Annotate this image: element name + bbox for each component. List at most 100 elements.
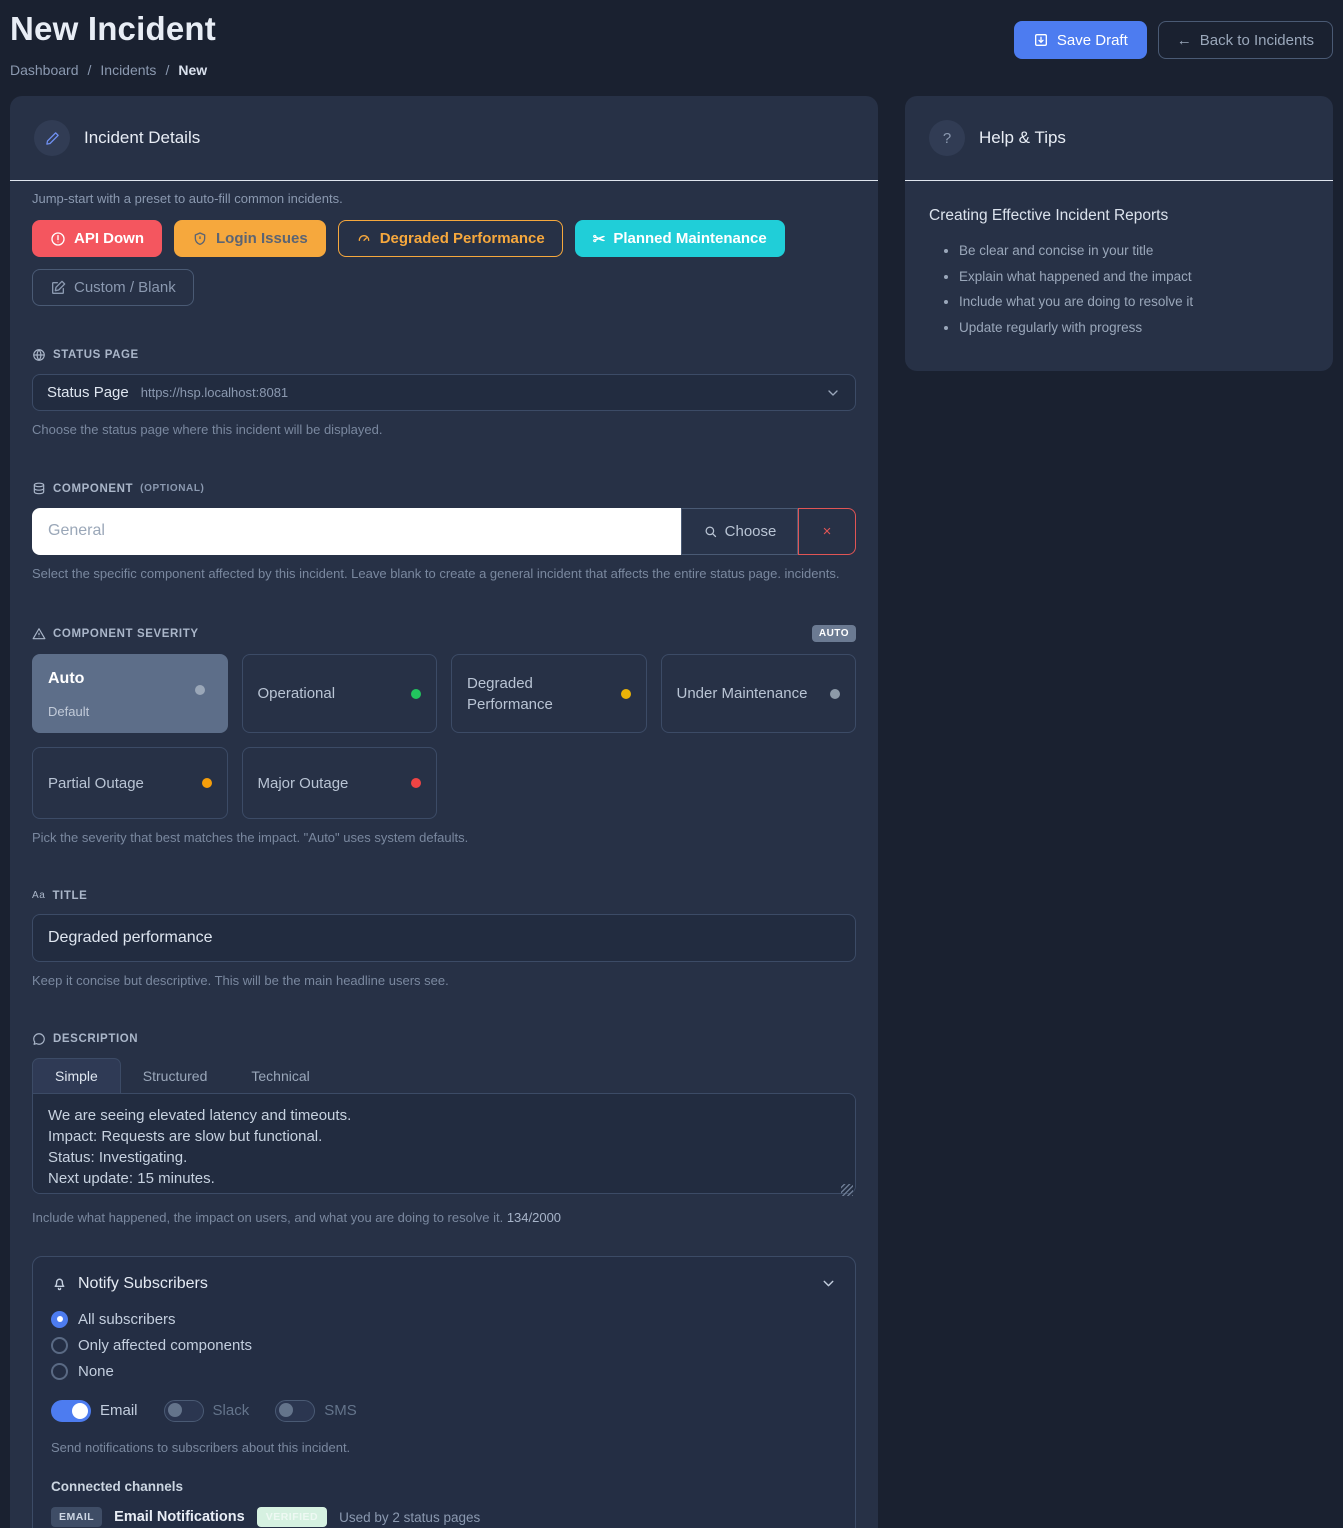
char-counter: 134/2000	[506, 1210, 562, 1226]
severity-dot	[201, 778, 212, 789]
help-tip: Be clear and concise in your title	[959, 241, 1309, 261]
preset-custom-blank[interactable]: Custom / Blank	[32, 269, 194, 306]
component-label: COMPONENT (OPTIONAL)	[32, 482, 856, 496]
description-textarea[interactable]: We are seeing elevated latency and timeo…	[32, 1093, 856, 1195]
notify-subscribers-header[interactable]: Notify Subscribers	[51, 1275, 837, 1293]
arrow-left-icon: ←	[1176, 31, 1192, 49]
radio-icon	[51, 1336, 68, 1354]
question-icon: ?	[929, 120, 965, 156]
search-icon	[703, 524, 718, 539]
description-tabs: Simple Structured Technical	[32, 1058, 856, 1094]
breadcrumb-current: New	[178, 62, 208, 78]
preset-api-down[interactable]: API Down	[32, 220, 162, 257]
help-tip: Update regularly with progress	[959, 318, 1309, 338]
radio-all-subscribers[interactable]: All subscribers	[51, 1310, 837, 1328]
header-actions: Save Draft ← Back to Incidents	[1013, 21, 1333, 59]
notify-channel-toggles: Email Slack SMS	[51, 1399, 837, 1422]
toggle-on-icon	[51, 1399, 91, 1422]
title-section: Aa TITLE Keep it concise but descriptive…	[32, 890, 856, 991]
help-tips-card: ? Help & Tips Creating Effective Inciden…	[905, 96, 1333, 372]
toggle-off-icon	[163, 1399, 204, 1422]
severity-option-under-maintenance[interactable]: Under Maintenance	[660, 654, 856, 734]
title-label: Aa TITLE	[32, 889, 88, 902]
component-input[interactable]	[32, 507, 681, 555]
card-title: Incident Details	[84, 128, 201, 147]
severity-dot	[411, 778, 421, 789]
notify-subscribers-panel: Notify Subscribers All subscribers Only …	[32, 1255, 856, 1528]
status-page-section: STATUS PAGE Status Page https://hsp.loca…	[32, 348, 856, 440]
text-style-icon: Aa	[32, 890, 46, 902]
page-header: New Incident Dashboard / Incidents / New…	[10, 10, 1333, 96]
tab-structured[interactable]: Structured	[121, 1058, 230, 1093]
preset-buttons: API Down Login Issues Degraded Performan…	[32, 220, 856, 306]
help-tip: Explain what happened and the impact	[959, 267, 1309, 287]
description-helper: Include what happened, the impact on use…	[32, 1210, 562, 1226]
status-page-select[interactable]: Status Page https://hsp.localhost:8081	[32, 374, 856, 411]
title-input[interactable]	[32, 913, 856, 962]
bell-icon	[51, 1275, 68, 1292]
incident-details-header: Incident Details	[10, 96, 878, 181]
tab-simple[interactable]: Simple	[32, 1058, 121, 1094]
incident-details-card: Incident Details Jump-start with a prese…	[10, 96, 878, 1528]
component-severity-section: COMPONENT SEVERITY AUTO Auto Default Ope…	[32, 625, 856, 848]
preset-planned-maintenance[interactable]: ✂ Planned Maintenance	[574, 220, 785, 257]
severity-dot	[411, 688, 421, 699]
save-draft-button[interactable]: Save Draft	[1013, 21, 1147, 59]
notify-audience-radios: All subscribers Only affected components…	[51, 1310, 837, 1380]
severity-option-partial-outage[interactable]: Partial Outage	[32, 747, 228, 820]
toggle-off-icon	[275, 1399, 316, 1422]
severity-dot	[830, 688, 840, 699]
breadcrumb-dashboard[interactable]: Dashboard	[10, 62, 79, 78]
breadcrumb-incidents[interactable]: Incidents	[100, 62, 157, 78]
alert-circle-icon	[50, 231, 66, 247]
warning-triangle-icon	[32, 627, 46, 641]
close-icon: ×	[822, 522, 832, 540]
channel-usage: Used by 2 status pages	[339, 1509, 481, 1525]
database-icon	[32, 482, 46, 496]
breadcrumb-separator: /	[87, 62, 92, 78]
toggle-email[interactable]: Email	[51, 1399, 138, 1422]
description-section: DESCRIPTION Simple Structured Technical …	[32, 1032, 856, 1228]
component-choose-button[interactable]: Choose	[681, 507, 798, 555]
severity-label: COMPONENT SEVERITY	[32, 627, 199, 641]
status-page-helper: Choose the status page where this incide…	[32, 422, 383, 437]
channel-type-badge: EMAIL	[51, 1507, 103, 1528]
radio-only-affected-components[interactable]: Only affected components	[51, 1336, 837, 1354]
preset-login-issues[interactable]: Login Issues	[174, 220, 326, 257]
notify-helper: Send notifications to subscribers about …	[51, 1439, 351, 1455]
chevron-down-icon	[820, 1275, 837, 1292]
help-body: Creating Effective Incident Reports Be c…	[905, 181, 1333, 371]
back-to-incidents-button[interactable]: ← Back to Incidents	[1157, 21, 1333, 59]
page-header-left: New Incident Dashboard / Incidents / New	[10, 10, 216, 78]
status-page-url: https://hsp.localhost:8081	[140, 385, 289, 400]
severity-dot	[620, 688, 631, 699]
radio-icon	[51, 1362, 68, 1380]
verified-badge: VERIFIED	[256, 1507, 328, 1528]
help-tips-header: ? Help & Tips	[905, 96, 1333, 181]
component-input-group: Choose ×	[32, 507, 856, 555]
description-label: DESCRIPTION	[32, 1032, 856, 1046]
severity-option-degraded-performance[interactable]: Degraded Performance	[451, 654, 647, 734]
radio-none[interactable]: None	[51, 1362, 837, 1380]
toggle-slack[interactable]: Slack	[163, 1399, 249, 1422]
globe-icon	[32, 348, 46, 362]
preset-degraded-performance[interactable]: Degraded Performance	[337, 220, 563, 257]
component-clear-button[interactable]: ×	[798, 507, 856, 555]
toggle-sms[interactable]: SMS	[275, 1399, 357, 1422]
component-helper: Select the specific component affected b…	[32, 565, 840, 581]
help-heading: Creating Effective Incident Reports	[929, 207, 1169, 224]
severity-option-auto[interactable]: Auto Default	[32, 654, 228, 734]
preset-hint: Jump-start with a preset to auto-fill co…	[32, 191, 343, 206]
edit-square-icon	[50, 280, 66, 296]
breadcrumb-separator: /	[165, 62, 170, 78]
help-tips-list: Be clear and concise in your title Expla…	[929, 241, 1309, 337]
severity-option-major-outage[interactable]: Major Outage	[241, 747, 437, 820]
component-section: COMPONENT (OPTIONAL) Choose × Select	[32, 482, 856, 584]
severity-options: Auto Default Operational Degraded Perfor…	[32, 654, 856, 820]
tab-technical[interactable]: Technical	[229, 1058, 331, 1093]
gauge-icon	[356, 231, 372, 247]
severity-auto-sublabel: Default	[48, 704, 90, 720]
severity-option-operational[interactable]: Operational	[241, 654, 437, 734]
pencil-icon	[34, 120, 70, 156]
